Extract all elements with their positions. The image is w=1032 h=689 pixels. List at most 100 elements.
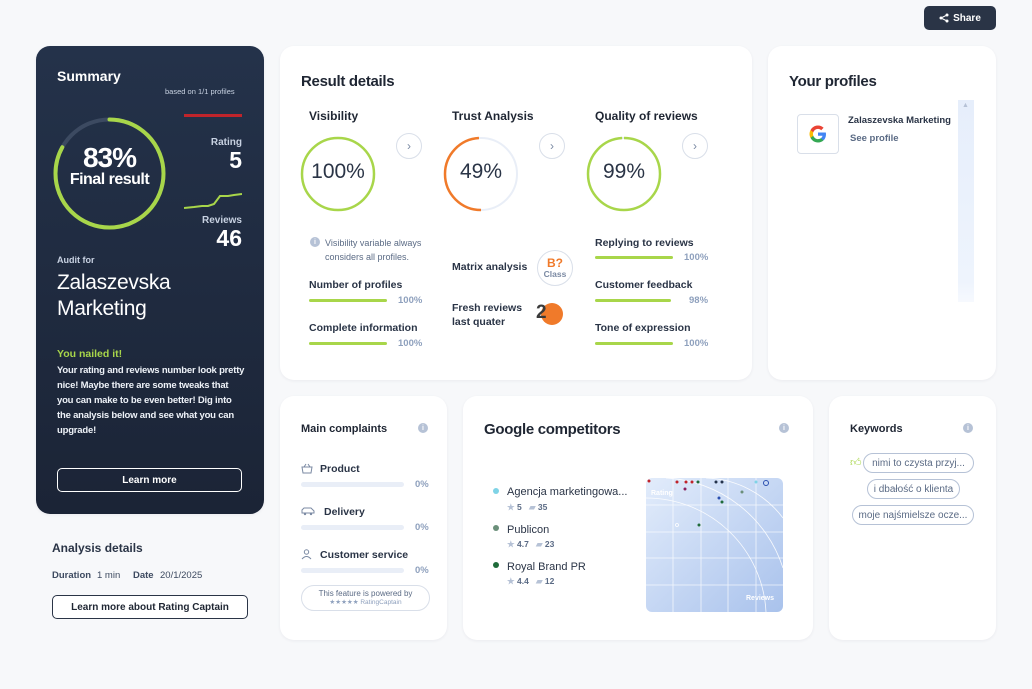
tone-of-expression-label: Tone of expression bbox=[595, 322, 691, 334]
chevron-right-icon: › bbox=[407, 139, 411, 153]
complete-information-label: Complete information bbox=[309, 322, 418, 334]
your-profiles-title: Your profiles bbox=[789, 73, 877, 90]
visibility-percent: 100% bbox=[311, 160, 365, 183]
competitor-rating: ★ 5 bbox=[507, 502, 522, 513]
trust-percent: 49% bbox=[459, 160, 503, 183]
visibility-arc bbox=[300, 136, 376, 212]
keyword-pill[interactable]: nimi to czysta przyj... bbox=[863, 453, 974, 473]
rating-divider bbox=[184, 114, 242, 117]
date-value: 20/1/2025 bbox=[160, 570, 203, 581]
replying-to-reviews-label: Replying to reviews bbox=[595, 237, 694, 249]
comment-icon: ▰ bbox=[536, 576, 543, 586]
star-icon: ★ bbox=[507, 539, 515, 549]
customer-feedback-bar bbox=[595, 299, 671, 302]
final-result-label: Final result bbox=[69, 171, 150, 188]
info-icon: i bbox=[310, 237, 320, 247]
powered-by-text: This feature is powered by bbox=[318, 589, 413, 598]
info-icon: i bbox=[963, 423, 973, 433]
your-profiles-card: Your profiles Zalaszevska Marketing See … bbox=[768, 46, 996, 380]
trust-analysis-title: Trust Analysis bbox=[452, 109, 534, 123]
matrix-analysis-label: Matrix analysis bbox=[452, 261, 528, 273]
final-result-ring bbox=[53, 117, 166, 230]
reviews-label: Reviews bbox=[201, 215, 242, 226]
customer-feedback-label: Customer feedback bbox=[595, 279, 693, 291]
profiles-scrollbar[interactable] bbox=[958, 100, 974, 302]
competitor-dot bbox=[493, 488, 499, 494]
competitor-reviews-value: 35 bbox=[537, 502, 548, 512]
customer-service-bar bbox=[301, 568, 404, 573]
competitor-rating-value: 4.4 bbox=[517, 576, 529, 586]
keyword-pill[interactable]: moje najśmielsze ocze... bbox=[852, 505, 974, 525]
visibility-note: Visibility variable always considers all… bbox=[325, 238, 422, 262]
competitor-name[interactable]: Publicon bbox=[507, 524, 550, 536]
quality-percent: 99% bbox=[602, 160, 646, 183]
profile-name: Zalaszevska Marketing bbox=[848, 115, 951, 126]
matrix-badge-top: B? bbox=[547, 256, 563, 270]
competitor-name[interactable]: Agencja marketingowa... bbox=[507, 486, 628, 498]
customer-service-pct: 0% bbox=[415, 565, 429, 576]
keywords-title: Keywords bbox=[850, 423, 903, 435]
reviews-sparkline bbox=[184, 193, 242, 209]
competitor-dot bbox=[493, 562, 499, 568]
trust-expand-button[interactable]: › bbox=[539, 133, 565, 159]
learn-more-button[interactable]: Learn more bbox=[57, 468, 242, 492]
comment-icon: ▰ bbox=[536, 539, 543, 549]
star-icon: ★ bbox=[507, 502, 515, 512]
chart-x-label: Reviews bbox=[746, 595, 774, 602]
delivery-bar bbox=[301, 525, 404, 530]
quality-arc bbox=[586, 136, 662, 212]
competitor-reviews-value: 12 bbox=[544, 576, 555, 586]
share-icon bbox=[939, 13, 949, 23]
summary-message: Your rating and reviews number look pret… bbox=[57, 365, 245, 436]
replying-to-reviews-bar bbox=[595, 256, 673, 259]
quality-expand-button[interactable]: › bbox=[682, 133, 708, 159]
customer-service-label: Customer service bbox=[320, 549, 409, 561]
share-label: Share bbox=[953, 12, 981, 24]
summary-title: Summary bbox=[57, 68, 121, 84]
duration-label: Duration bbox=[52, 570, 92, 581]
product-bar bbox=[301, 482, 404, 487]
competitor-reviews-value: 23 bbox=[544, 539, 555, 549]
quality-ring bbox=[586, 136, 662, 212]
basket-icon bbox=[301, 463, 313, 474]
keyword-pill[interactable]: i dbałość o klienta bbox=[867, 479, 960, 499]
final-result-arc bbox=[53, 117, 166, 230]
analysis-title: Analysis details bbox=[52, 541, 143, 555]
main-complaints-card: Main complaints i Product 0% Delivery 0%… bbox=[280, 396, 447, 640]
scroll-up-icon[interactable]: ▲ bbox=[962, 102, 969, 109]
see-profile-link[interactable]: See profile bbox=[850, 133, 899, 144]
thumbs-up-icon: 👍︎ bbox=[850, 457, 862, 469]
fresh-reviews-line1: Fresh reviews bbox=[452, 302, 523, 314]
star-icon: ★ bbox=[507, 576, 515, 586]
audit-for-label: Audit for bbox=[57, 255, 95, 265]
learn-more-rating-captain-button[interactable]: Learn more about Rating Captain bbox=[52, 595, 248, 619]
complete-information-pct: 100% bbox=[398, 338, 423, 349]
tone-of-expression-pct: 100% bbox=[684, 338, 709, 349]
final-result-percent: 83% bbox=[82, 142, 137, 173]
trust-arc bbox=[443, 136, 519, 212]
replying-to-reviews-pct: 100% bbox=[684, 252, 709, 263]
delivery-pct: 0% bbox=[415, 522, 429, 533]
fresh-reviews-line2: last quater bbox=[452, 316, 506, 328]
visibility-ring bbox=[300, 136, 376, 212]
comment-icon: ▰ bbox=[529, 502, 536, 512]
company-name-line2: Marketing bbox=[57, 297, 147, 320]
matrix-badge-bottom: Class bbox=[543, 269, 567, 279]
rating-captain-logo: ★★★★★ RatingCaptain bbox=[329, 599, 402, 606]
tone-of-expression-bar bbox=[595, 342, 673, 345]
competitor-name[interactable]: Royal Brand PR bbox=[507, 561, 586, 573]
delivery-label: Delivery bbox=[324, 506, 365, 518]
quality-of-reviews-title: Quality of reviews bbox=[595, 109, 698, 123]
main-complaints-title: Main complaints bbox=[301, 423, 388, 435]
trust-ring bbox=[443, 136, 519, 212]
based-on-label: based on 1/1 profiles bbox=[165, 87, 235, 96]
fresh-reviews-value: 2 bbox=[536, 302, 547, 323]
number-of-profiles-label: Number of profiles bbox=[309, 279, 403, 291]
complete-information-bar bbox=[309, 342, 387, 345]
duration-value: 1 min bbox=[97, 570, 121, 581]
share-button[interactable]: Share bbox=[924, 6, 996, 30]
competitor-rating: ★ 4.7 bbox=[507, 539, 529, 550]
powered-by-badge[interactable]: This feature is powered by ★★★★★ RatingC… bbox=[301, 585, 430, 611]
competitor-rating-value: 4.7 bbox=[517, 539, 529, 549]
visibility-expand-button[interactable]: › bbox=[396, 133, 422, 159]
